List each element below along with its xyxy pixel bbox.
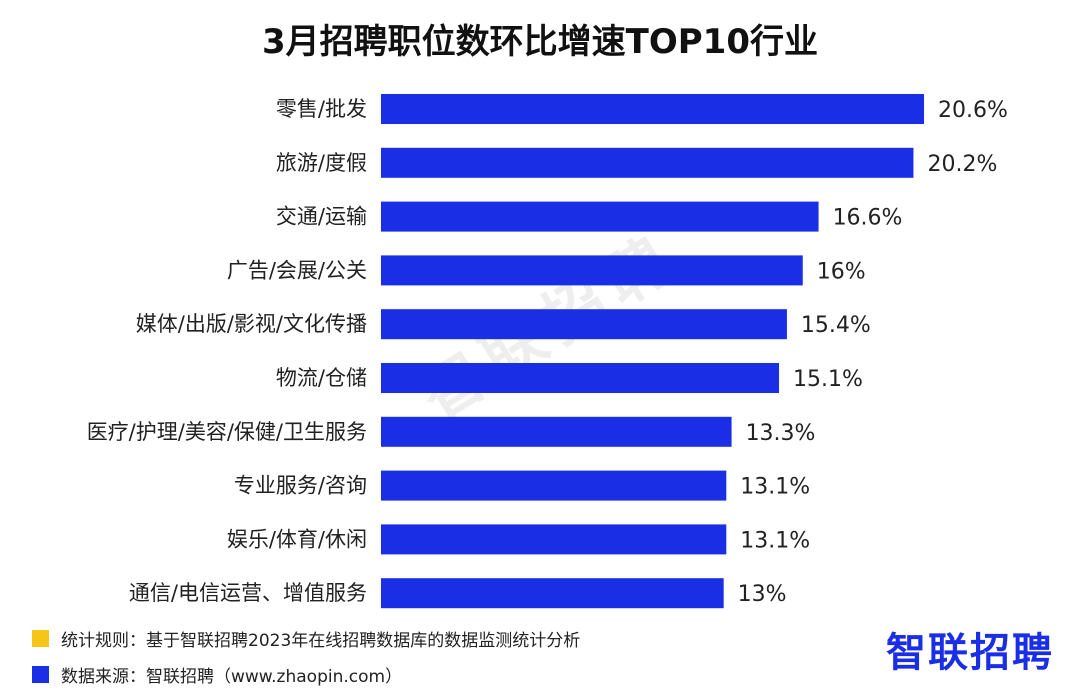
value-label-2: 20.2% <box>927 152 997 177</box>
value-label-5: 15.4% <box>801 313 871 338</box>
value-label-10: 13% <box>738 582 787 607</box>
source-text: 数据来源：智联招聘（www.zhaopin.com） <box>61 666 403 687</box>
value-label-4: 16% <box>817 259 866 284</box>
category-label-8: 专业服务/咨询 <box>234 474 367 498</box>
bar-chart: 零售/批发 20.6% 旅游/度假 20.2% 交通/运输 16.6% 广告/会展/公关 16… <box>87 94 1008 609</box>
category-label-10: 通信/电信运营、增值服务 <box>129 581 367 605</box>
value-label-6: 15.1% <box>793 367 863 392</box>
source-swatch <box>32 665 49 683</box>
rule-text: 统计规则：基于智联招聘2023年在线招聘数据库的数据监测统计分析 <box>61 630 581 651</box>
value-label-9: 13.1% <box>740 528 810 553</box>
bar-3 <box>381 201 819 232</box>
category-label-3: 交通/运输 <box>276 205 367 229</box>
bars-group: 零售/批发 20.6% 旅游/度假 20.2% 交通/运输 16.6% 广告/会展/公关 16… <box>87 94 1008 609</box>
category-label-2: 旅游/度假 <box>276 151 367 175</box>
footer-rule: 统计规则：基于智联招聘2023年在线招聘数据库的数据监测统计分析 <box>32 624 580 652</box>
category-label-9: 娱乐/体育/休闲 <box>227 527 367 551</box>
bar-4 <box>381 255 803 286</box>
rule-swatch <box>32 629 49 647</box>
value-label-1: 20.6% <box>938 98 1008 123</box>
zhaopin-logo: 智联招聘 <box>886 630 1054 676</box>
bar-7 <box>381 416 732 447</box>
bar-9 <box>381 524 727 555</box>
category-label-5: 媒体/出版/影视/文化传播 <box>136 312 367 336</box>
bar-10 <box>381 578 724 609</box>
category-label-1: 零售/批发 <box>276 97 367 121</box>
bar-5 <box>381 309 787 340</box>
footer-source: 数据来源：智联招聘（www.zhaopin.com） <box>32 660 402 688</box>
category-label-6: 物流/仓储 <box>276 366 367 390</box>
value-label-3: 16.6% <box>833 206 903 231</box>
bar-8 <box>381 470 727 501</box>
chart-title: 3月招聘职位数环比增速TOP10行业 <box>262 22 818 62</box>
bar-6 <box>381 363 780 393</box>
bar-2 <box>381 147 914 178</box>
bar-1 <box>381 94 924 124</box>
value-label-8: 13.1% <box>740 475 810 500</box>
category-label-7: 医疗/护理/美容/保健/卫生服务 <box>87 420 367 444</box>
value-label-7: 13.3% <box>746 421 816 446</box>
category-label-4: 广告/会展/公关 <box>227 258 367 282</box>
